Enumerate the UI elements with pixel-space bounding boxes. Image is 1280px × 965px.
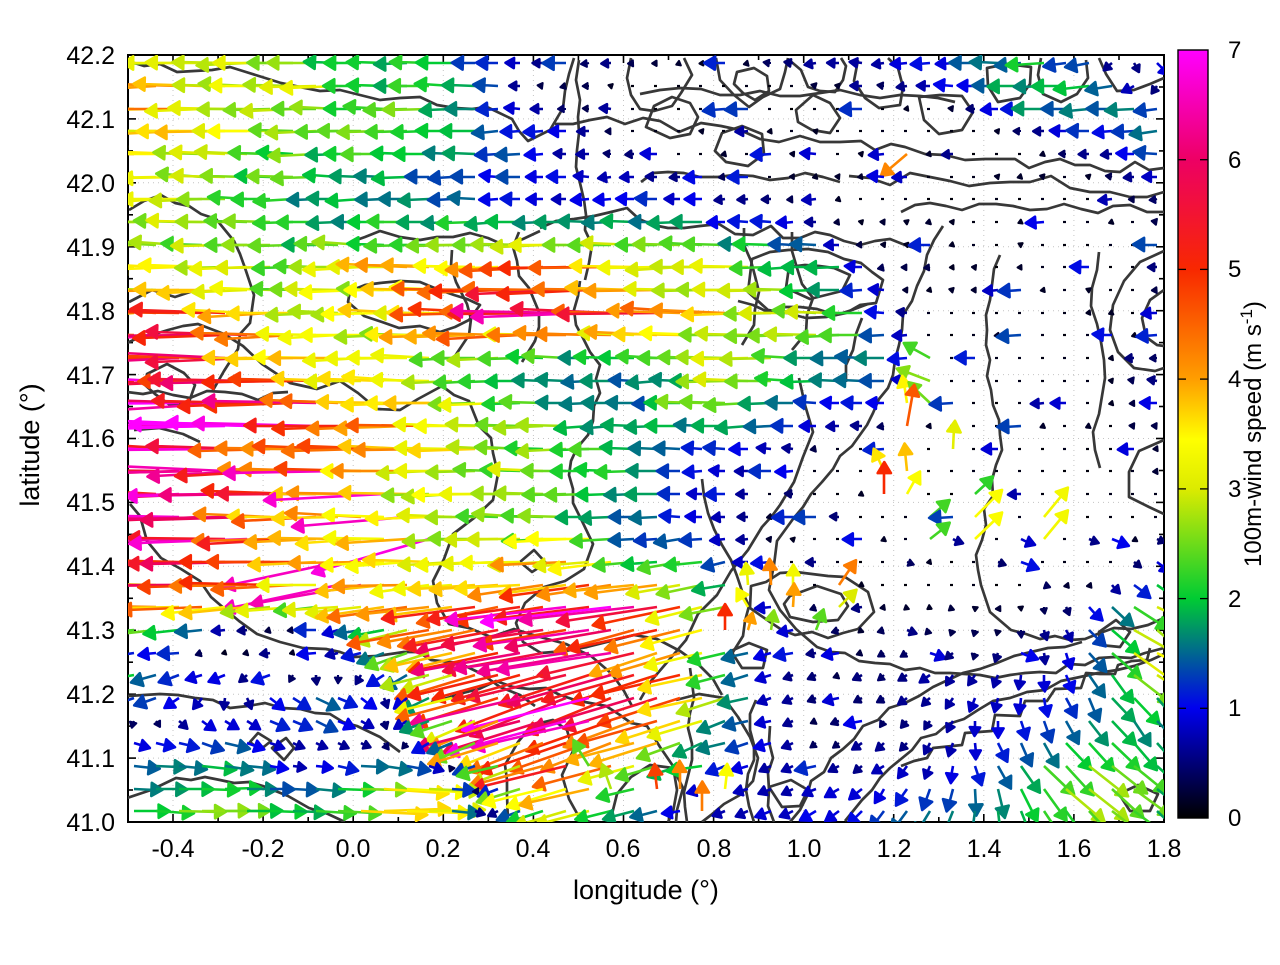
svg-text:41.3: 41.3 xyxy=(66,617,115,645)
svg-text:1.8: 1.8 xyxy=(1147,835,1182,863)
svg-text:longitude (°): longitude (°) xyxy=(573,875,719,905)
svg-text:0.8: 0.8 xyxy=(697,835,732,863)
svg-text:-0.4: -0.4 xyxy=(151,835,194,863)
svg-text:3: 3 xyxy=(1228,476,1241,503)
svg-text:1.6: 1.6 xyxy=(1057,835,1092,863)
svg-text:0.6: 0.6 xyxy=(606,835,641,863)
svg-text:0: 0 xyxy=(1228,805,1241,832)
svg-text:41.5: 41.5 xyxy=(66,489,115,517)
svg-text:2: 2 xyxy=(1228,586,1241,613)
svg-text:41.2: 41.2 xyxy=(66,681,115,709)
svg-text:41.7: 41.7 xyxy=(66,362,115,390)
svg-text:42.0: 42.0 xyxy=(66,170,115,198)
svg-text:-0.2: -0.2 xyxy=(241,835,284,863)
svg-text:41.0: 41.0 xyxy=(66,809,115,837)
svg-text:0.0: 0.0 xyxy=(336,835,371,863)
svg-text:41.8: 41.8 xyxy=(66,298,115,326)
svg-text:41.6: 41.6 xyxy=(66,425,115,453)
svg-text:6: 6 xyxy=(1228,147,1241,174)
svg-text:100m-wind speed (m s-1): 100m-wind speed (m s-1) xyxy=(1237,301,1267,567)
svg-text:0.2: 0.2 xyxy=(426,835,461,863)
svg-text:41.1: 41.1 xyxy=(66,745,115,773)
svg-text:42.1: 42.1 xyxy=(66,106,115,134)
svg-text:41.9: 41.9 xyxy=(66,234,115,262)
svg-text:5: 5 xyxy=(1228,256,1241,283)
svg-text:0.4: 0.4 xyxy=(516,835,551,863)
svg-text:1.0: 1.0 xyxy=(787,835,822,863)
svg-text:latitude (°): latitude (°) xyxy=(15,383,45,506)
svg-text:42.2: 42.2 xyxy=(66,42,115,70)
svg-text:4: 4 xyxy=(1228,366,1241,393)
svg-text:1.2: 1.2 xyxy=(877,835,912,863)
svg-text:41.4: 41.4 xyxy=(66,553,115,581)
svg-text:1.4: 1.4 xyxy=(967,835,1002,863)
svg-text:7: 7 xyxy=(1228,37,1241,64)
svg-text:1: 1 xyxy=(1228,695,1241,722)
